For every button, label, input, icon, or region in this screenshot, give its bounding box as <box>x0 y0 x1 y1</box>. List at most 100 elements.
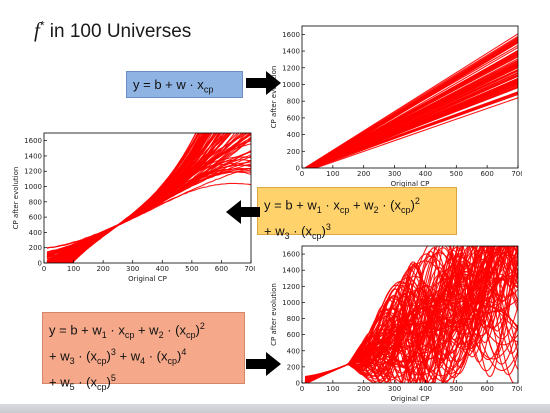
x-tick-label: 100 <box>326 170 339 178</box>
series-group <box>46 133 251 263</box>
y-tick-label: 1400 <box>282 267 300 275</box>
x-tick-label: 100 <box>326 385 339 393</box>
formula-quintic: y = b + w1 · xcp + w2 · (xcp)2 + w3 · (x… <box>42 312 245 392</box>
x-axis-label: Original CP <box>128 275 167 283</box>
series-line <box>46 133 236 259</box>
x-tick-label: 0 <box>300 170 304 178</box>
y-tick-label: 0 <box>38 260 42 268</box>
series-line <box>310 82 518 168</box>
y-tick-label: 400 <box>287 347 300 355</box>
y-tick-label: 200 <box>287 148 300 156</box>
series-line <box>64 133 209 263</box>
formula-linear: y = b + w · xcp <box>126 71 243 98</box>
series-line <box>62 133 208 263</box>
arrow-right-icon <box>246 352 281 376</box>
series-line <box>46 138 251 258</box>
series-line <box>46 133 248 256</box>
x-tick-label: 500 <box>185 265 198 273</box>
series-line <box>46 182 251 249</box>
x-tick-label: 700 <box>511 170 522 178</box>
y-tick-label: 1000 <box>282 299 300 307</box>
y-tick-label: 1600 <box>282 251 300 259</box>
x-tick-label: 200 <box>357 385 370 393</box>
arrow-right-icon <box>246 71 281 95</box>
title-text: in 100 Universes <box>44 21 192 42</box>
y-tick-label: 1600 <box>282 31 300 39</box>
series-line <box>304 246 518 383</box>
series-line <box>304 37 518 168</box>
x-tick-label: 700 <box>511 385 522 393</box>
formula-line: y = b + w1 · xcp + w2 · (xcp)2 <box>49 321 205 340</box>
y-tick-label: 800 <box>287 315 300 323</box>
series-line <box>309 50 518 168</box>
title-superscript: * <box>39 18 45 33</box>
formula-line: + w3 · (xcp)3 + w4 · (xcp)4 <box>49 346 187 366</box>
plot-cubic-model: 0 100 200 300 400 500 600 700 0 200 400 600 800 1000 1… <box>10 127 255 285</box>
plot-frame <box>43 132 252 264</box>
plot-frame <box>301 245 519 384</box>
plot-quintic-model: 0 100 200 300 400 500 600 700 0 200 400 600 800 1000 1… <box>268 240 522 405</box>
x-axis-label: Original CP <box>391 395 430 403</box>
series-line <box>307 93 518 168</box>
plot-linear-model: 0 100 200 300 400 500 600 700 0 200 400 600 800 1000 1… <box>268 20 522 190</box>
series-line <box>306 69 518 168</box>
footer-bar <box>0 404 550 413</box>
formula-line: + w5 · (xcp)5 <box>49 372 116 392</box>
y-tick-label: 400 <box>29 229 42 237</box>
y-tick-label: 0 <box>296 165 300 173</box>
formula-line: + w3 · (xcp)3 <box>264 221 331 241</box>
y-tick-label: 800 <box>287 98 300 106</box>
y-tick-label: 600 <box>287 331 300 339</box>
x-tick-label: 400 <box>156 265 169 273</box>
x-tick-label: 500 <box>450 170 463 178</box>
y-tick-label: 200 <box>29 244 42 252</box>
formula-line: y = b + w1 · xcp + w2 · (xcp)2 <box>264 196 420 215</box>
x-tick-label: 600 <box>215 265 228 273</box>
x-tick-label: 600 <box>480 170 493 178</box>
series-line <box>58 133 210 263</box>
x-tick-label: 500 <box>450 385 463 393</box>
x-tick-label: 0 <box>42 265 46 273</box>
x-tick-label: 100 <box>67 265 80 273</box>
y-tick-label: 600 <box>29 214 42 222</box>
formula-line: y = b + w · xcp <box>133 77 214 95</box>
arrow-left-icon <box>226 200 260 224</box>
series-group <box>304 246 518 383</box>
formula-cubic: y = b + w1 · xcp + w2 · (xcp)2 + w3 · (x… <box>257 187 457 241</box>
x-tick-label: 600 <box>480 385 493 393</box>
x-tick-label: 400 <box>419 170 432 178</box>
slide-title: f* in 100 Universes <box>34 18 191 43</box>
x-tick-label: 400 <box>419 385 432 393</box>
series-line <box>305 42 518 168</box>
y-tick-label: 1200 <box>24 168 42 176</box>
y-tick-label: 600 <box>287 114 300 122</box>
x-tick-label: 300 <box>388 170 401 178</box>
y-tick-label: 1200 <box>282 64 300 72</box>
x-axis-label: Original CP <box>391 180 430 188</box>
x-tick-label: 300 <box>388 385 401 393</box>
y-tick-label: 0 <box>296 380 300 388</box>
y-axis-label: CP after evolution <box>12 167 20 230</box>
x-tick-label: 700 <box>244 265 255 273</box>
title-symbol: f <box>34 18 40 42</box>
x-tick-label: 200 <box>96 265 109 273</box>
y-tick-label: 200 <box>287 363 300 371</box>
y-tick-label: 1600 <box>24 137 42 145</box>
y-tick-label: 1400 <box>24 152 42 160</box>
y-tick-label: 1400 <box>282 48 300 56</box>
y-tick-label: 800 <box>29 198 42 206</box>
y-axis-label: CP after evolution <box>270 283 278 346</box>
x-tick-label: 200 <box>357 170 370 178</box>
x-tick-label: 300 <box>126 265 139 273</box>
plot-frame <box>301 25 519 169</box>
series-group <box>304 33 518 168</box>
series-line <box>46 167 251 249</box>
series-line <box>304 33 518 168</box>
y-tick-label: 1200 <box>282 283 300 291</box>
x-tick-label: 0 <box>300 385 304 393</box>
y-tick-label: 400 <box>287 131 300 139</box>
y-axis-label: CP after evolution <box>270 66 278 129</box>
series-line <box>67 133 204 263</box>
series-line <box>46 133 240 258</box>
